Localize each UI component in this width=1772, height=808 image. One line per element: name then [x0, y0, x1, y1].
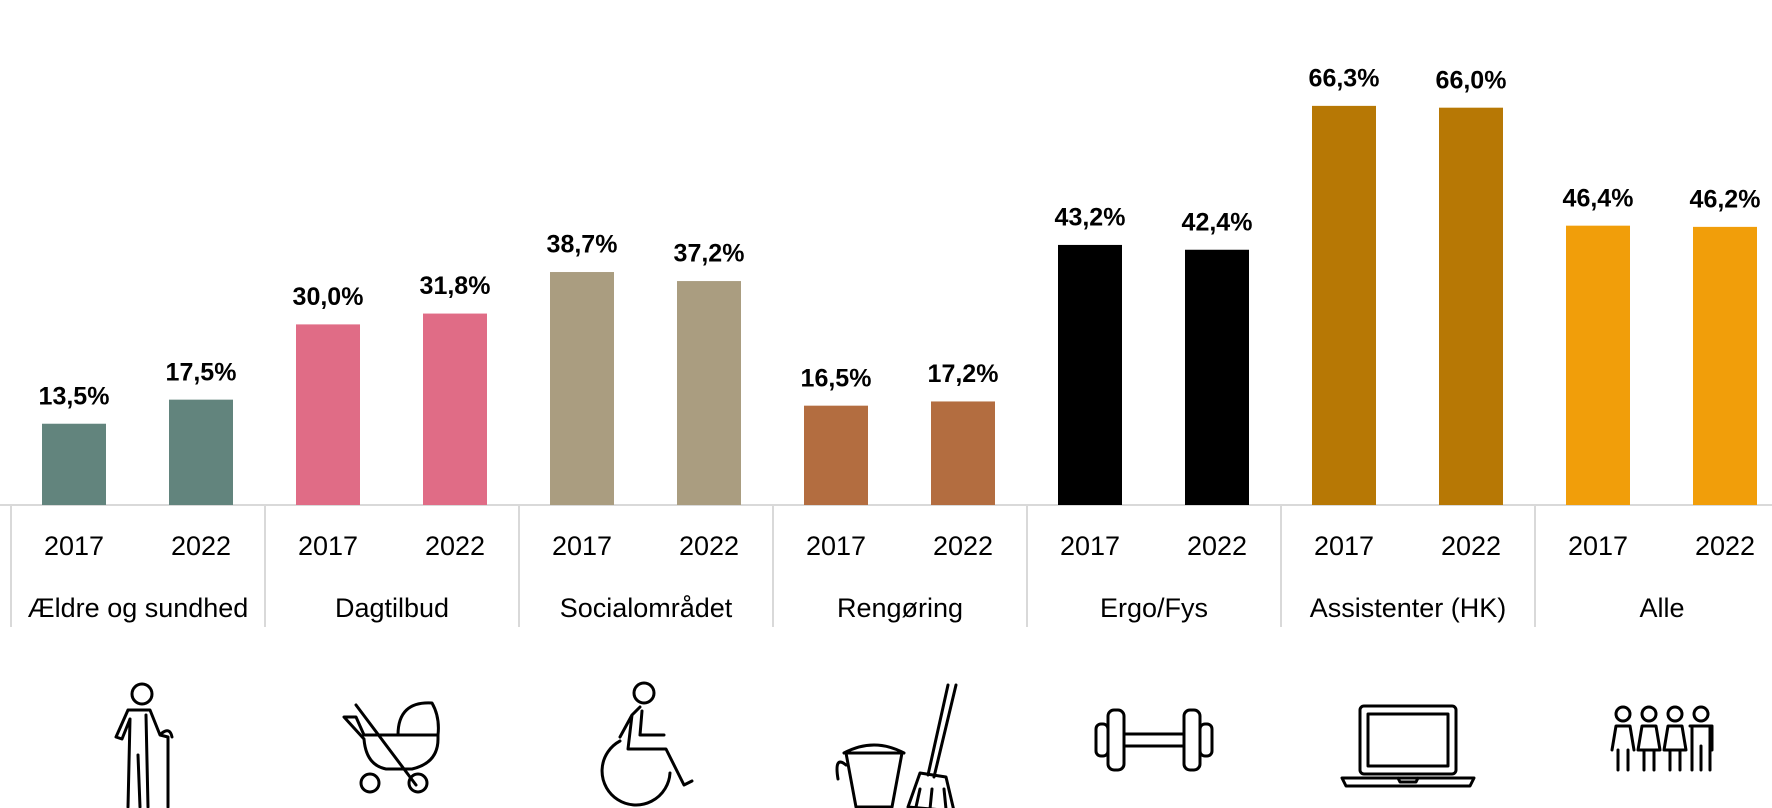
bar [1058, 244, 1122, 505]
bar [1312, 105, 1376, 506]
group-label: Socialområdet [560, 593, 733, 623]
bar [1566, 225, 1630, 505]
x-tick-label: 2017 [44, 531, 104, 561]
value-label: 30,0% [293, 283, 364, 311]
value-label: 42,4% [1182, 208, 1253, 236]
bar [1185, 249, 1249, 505]
x-tick-label: 2022 [679, 531, 739, 561]
group-label: Ældre og sundhed [28, 593, 249, 623]
group-label: Assistenter (HK) [1310, 593, 1507, 623]
x-tick-label: 2017 [1060, 531, 1120, 561]
icon-people [1610, 705, 1714, 772]
icon-stroller [342, 701, 440, 794]
group-label: Dagtilbud [335, 593, 449, 623]
bar [931, 401, 995, 505]
value-label: 46,2% [1690, 185, 1761, 213]
group-label: Rengøring [837, 593, 963, 623]
bar [1693, 226, 1757, 505]
value-label: 66,0% [1436, 66, 1507, 94]
x-tick-label: 2017 [552, 531, 612, 561]
x-tick-label: 2022 [425, 531, 485, 561]
x-tick-label: 2017 [1568, 531, 1628, 561]
x-tick-label: 2022 [1187, 531, 1247, 561]
x-tick-label: 2022 [171, 531, 231, 561]
bar [423, 313, 487, 505]
icon-cleaning [835, 683, 958, 808]
bar [296, 324, 360, 505]
group-label: Ergo/Fys [1100, 593, 1208, 623]
value-label: 31,8% [420, 272, 491, 300]
value-label: 43,2% [1055, 204, 1126, 232]
value-label: 13,5% [39, 382, 110, 410]
bar [1439, 107, 1503, 506]
x-tick-label: 2022 [933, 531, 993, 561]
value-label: 16,5% [801, 364, 872, 392]
icon-dumbbell [1094, 708, 1214, 772]
x-tick-label: 2022 [1441, 531, 1501, 561]
icon-elderly [114, 682, 174, 808]
bar [804, 405, 868, 505]
x-tick-label: 2017 [298, 531, 358, 561]
x-tick-label: 2022 [1695, 531, 1755, 561]
value-label: 37,2% [674, 240, 745, 268]
x-tick-label: 2017 [1314, 531, 1374, 561]
group-label: Alle [1639, 593, 1684, 623]
value-label: 38,7% [547, 231, 618, 259]
value-label: 46,4% [1563, 184, 1634, 212]
plot: Ældre og sundhed 13,5% 2017 17,5% 2022 Dagtil… [0, 64, 1772, 627]
bar [42, 423, 106, 505]
bar [677, 281, 741, 505]
bar [550, 272, 614, 505]
bar [169, 399, 233, 505]
icon-wheelchair [600, 681, 694, 807]
value-label: 17,5% [166, 358, 237, 386]
icon-laptop [1340, 704, 1476, 788]
value-label: 66,3% [1309, 64, 1380, 92]
x-tick-label: 2017 [806, 531, 866, 561]
value-label: 17,2% [928, 360, 999, 388]
